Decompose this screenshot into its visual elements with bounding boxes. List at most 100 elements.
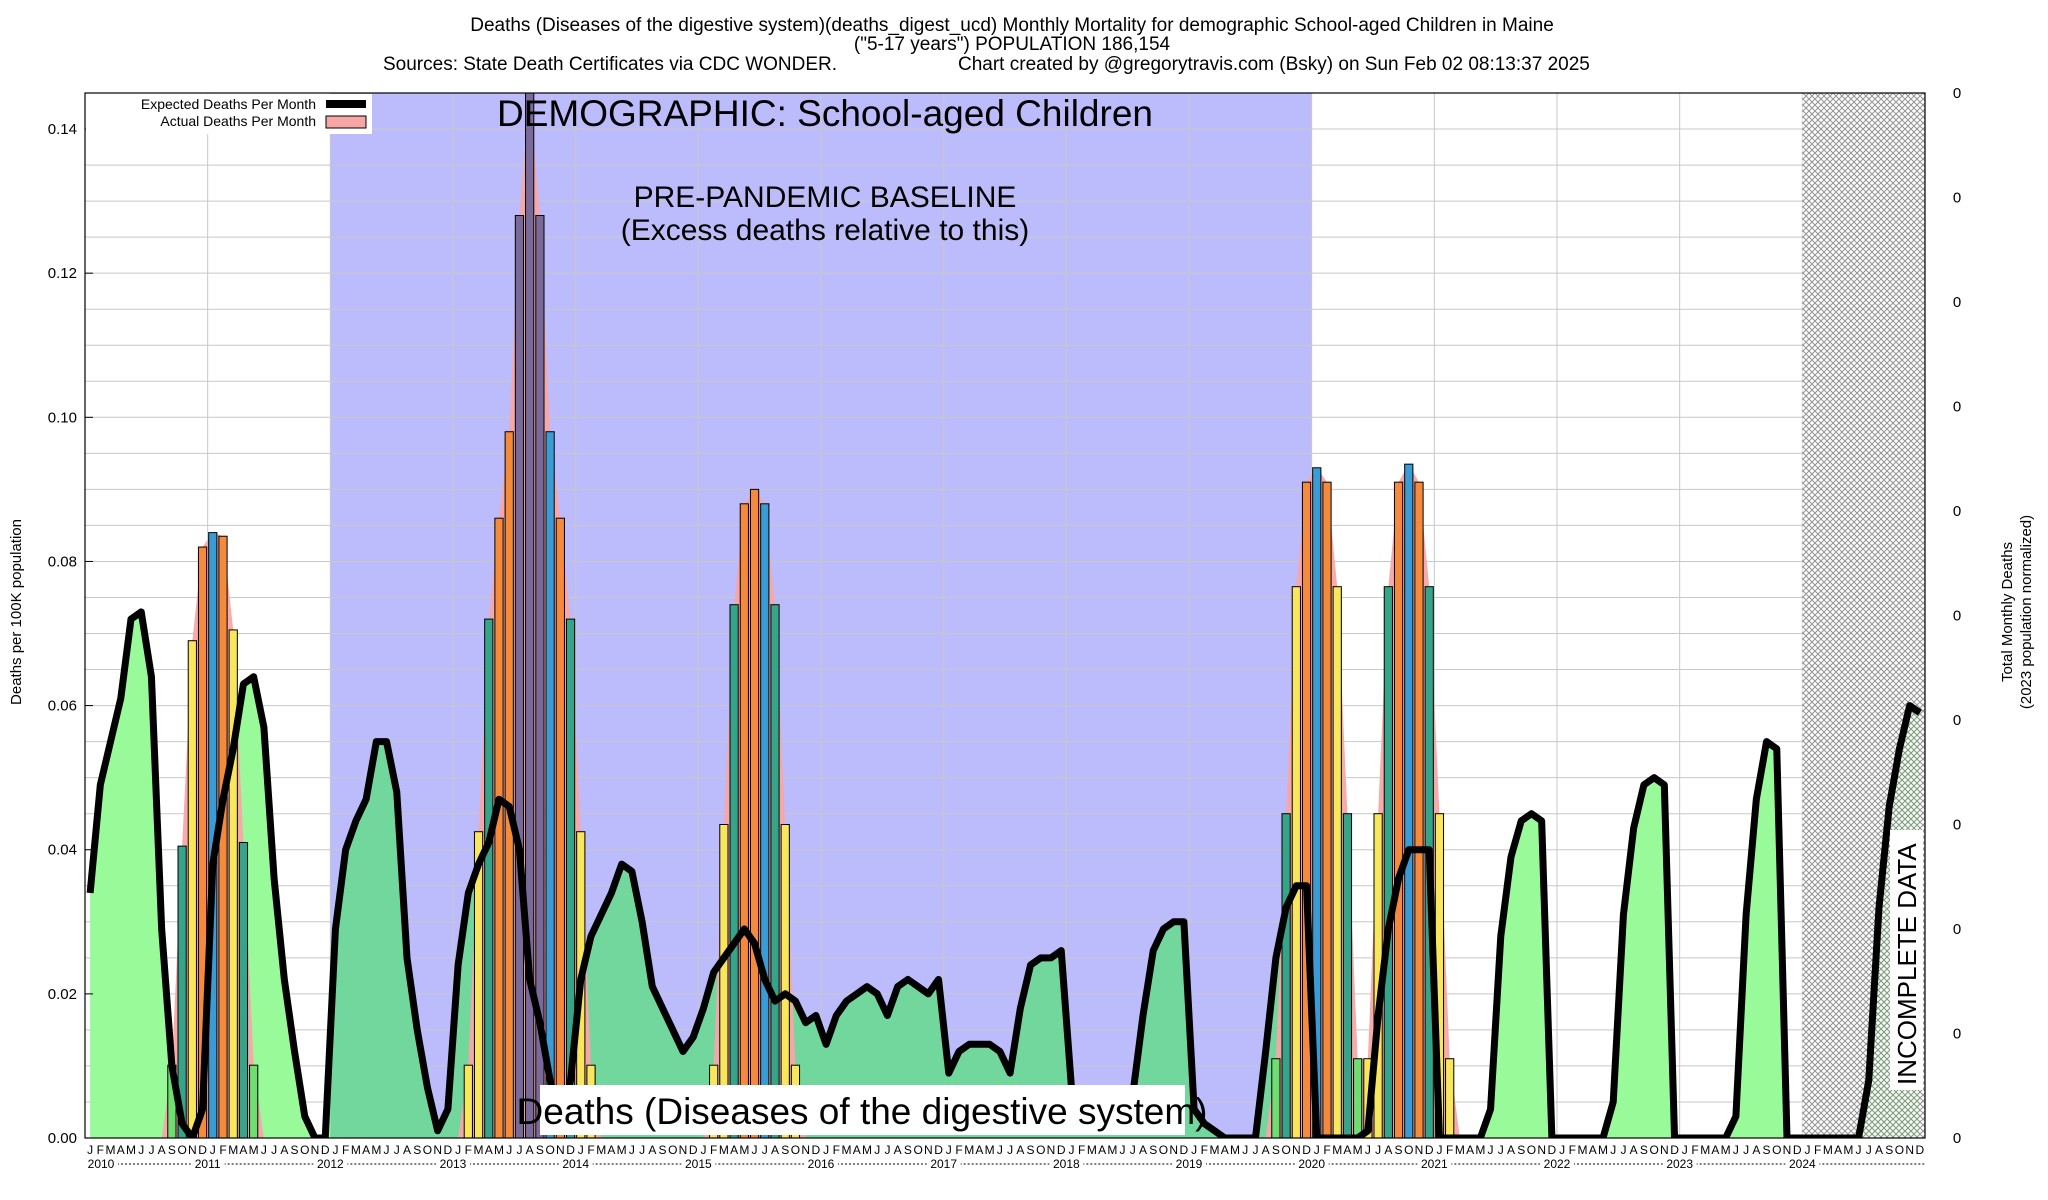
x-year-label: 2013 [440,1157,467,1171]
y2-tick-label: 0 [1953,503,1961,520]
x-month-label: M [1087,1143,1097,1157]
y2-tick-label: 0 [1953,608,1961,625]
x-month-label: F [1691,1143,1698,1157]
x-month-label: M [126,1143,136,1157]
x-month-label: F [1446,1143,1453,1157]
x-month-label: J [210,1143,216,1157]
y-tick-label: 0.06 [48,698,77,715]
x-month-label: J [1866,1143,1872,1157]
actual-bar [719,824,729,1138]
x-month-label: A [526,1143,534,1157]
x-month-label: J [752,1143,758,1157]
actual-bar [1445,1058,1455,1138]
x-month-label: J [1804,1143,1810,1157]
y-tick-label: 0.08 [48,553,77,570]
x-month-label: A [1262,1143,1270,1157]
x-month-label: D [1180,1143,1189,1157]
x-month-label: A [1875,1143,1883,1157]
y2-tick-label: 0 [1953,1130,1961,1147]
x-month-label: M [1700,1143,1710,1157]
x-month-label: S [1885,1143,1893,1157]
actual-bar [1281,813,1291,1138]
x-month-label: D [566,1143,575,1157]
x-year-label: 2018 [1053,1157,1080,1171]
x-month-label: S [1763,1143,1771,1157]
x-year-label-bg [1785,1157,1820,1170]
y2-tick-label: 0 [1953,712,1961,729]
x-month-label: N [556,1143,565,1157]
x-year-label: 2014 [562,1157,589,1171]
x-month-label: A [1384,1143,1392,1157]
actual-bar [1322,481,1332,1138]
x-month-label: M [494,1143,504,1157]
actual-bar [555,517,565,1138]
x-month-label: N [1292,1143,1301,1157]
x-month-label: S [659,1143,667,1157]
x-month-label: F [1323,1143,1330,1157]
actual-bar [463,1064,473,1138]
x-year-label-bg [558,1157,593,1170]
actual-bar [1383,586,1393,1138]
x-month-label: F [833,1143,840,1157]
x-month-label: F [1814,1143,1821,1157]
x-month-label: J [87,1143,93,1157]
actual-bar [249,1064,259,1138]
x-month-label: A [1834,1143,1842,1157]
x-month-label: S [1517,1143,1525,1157]
x-month-label: M [1455,1143,1465,1157]
x-month-label: N [1660,1143,1669,1157]
x-month-label: D [812,1143,821,1157]
x-month-label: O [1649,1143,1658,1157]
x-month-label: D [1302,1143,1311,1157]
x-month-label: M [1332,1143,1342,1157]
x-month-label: J [271,1143,277,1157]
x-month-label: M [964,1143,974,1157]
x-month-label: M [474,1143,484,1157]
baseline-label: PRE-PANDEMIC BASELINE [634,181,1017,214]
actual-bar [238,842,249,1138]
x-month-label: M [1598,1143,1608,1157]
x-month-label: F [97,1143,104,1157]
x-year-label: 2011 [195,1157,221,1171]
baseline-sublabel: (Excess deaths relative to this) [621,214,1030,247]
x-month-label: J [884,1143,890,1157]
x-year-label-bg [313,1157,348,1170]
x-month-label: J [1191,1143,1197,1157]
y2-tick-label: 0 [1953,85,1961,102]
x-month-label: M [351,1143,361,1157]
actual-bar [1393,481,1404,1138]
x-month-label: D [198,1143,207,1157]
legend-label-expected: Expected Deaths Per Month [141,96,316,112]
x-year-label: 2021 [1421,1157,1448,1171]
x-year-label: 2012 [317,1157,344,1171]
x-year-label-bg [1417,1157,1452,1170]
x-month-label: A [239,1143,247,1157]
x-month-label: A [1098,1143,1106,1157]
x-year-label-bg [1540,1157,1574,1170]
actual-bar [494,517,504,1138]
x-month-label: D [1916,1143,1925,1157]
x-month-label: M [371,1143,381,1157]
x-month-label: J [148,1143,154,1157]
x-month-label: O [423,1143,432,1157]
x-month-label: J [332,1143,338,1157]
x-month-label: N [1047,1143,1056,1157]
cause-label-bg [540,1085,1185,1135]
x-month-label: M [1353,1143,1363,1157]
x-month-label: J [1242,1143,1248,1157]
x-month-label: M [862,1143,872,1157]
x-month-label: J [516,1143,522,1157]
x-year-label: 2022 [1544,1157,1571,1171]
x-month-label: J [1375,1143,1381,1157]
x-month-label: J [1498,1143,1504,1157]
x-month-label: M [106,1143,116,1157]
x-month-label: J [138,1143,144,1157]
x-month-label: N [801,1143,810,1157]
x-month-label: J [1436,1143,1442,1157]
x-month-label: S [1027,1143,1035,1157]
x-month-label: M [739,1143,749,1157]
x-month-label: F [465,1143,472,1157]
actual-bar [473,831,484,1138]
x-year-label-bg [1294,1157,1329,1170]
